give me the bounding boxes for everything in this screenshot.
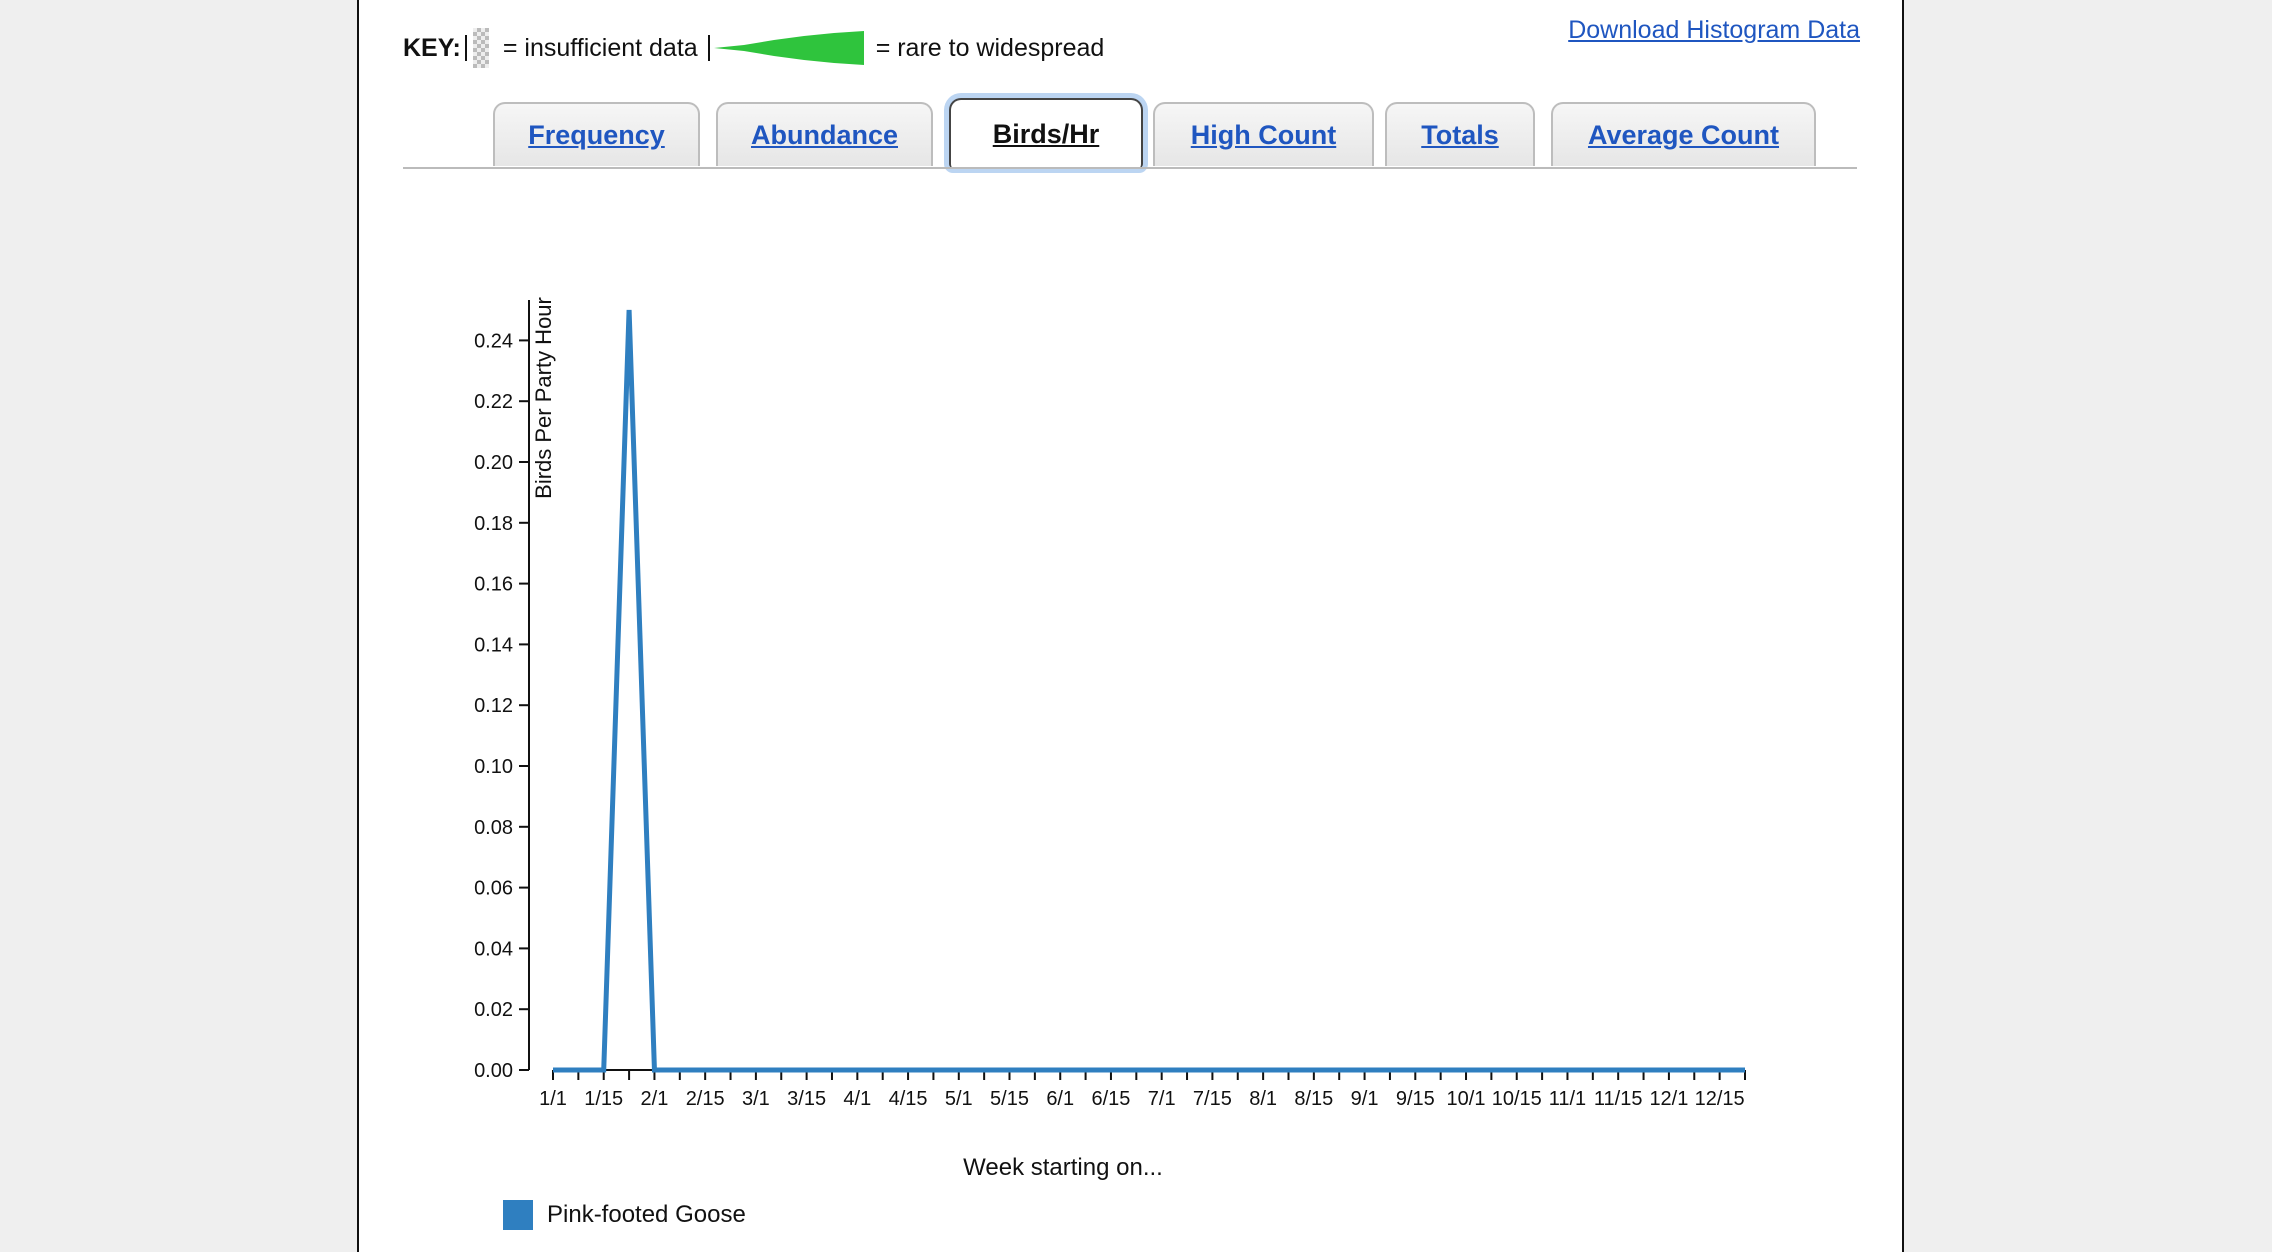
x-tick-label: 10/1 (1447, 1088, 1486, 1110)
x-tick-label: 7/15 (1193, 1088, 1232, 1110)
rare-to-widespread-swatch (713, 31, 864, 65)
y-tick-label: 0.04 (474, 938, 513, 960)
x-tick-label: 11/15 (1594, 1088, 1643, 1110)
tab-totals[interactable]: Totals (1385, 102, 1535, 166)
y-tick-label: 0.18 (474, 513, 513, 535)
x-tick-label: 2/1 (641, 1088, 669, 1110)
chart-legend: Pink-footed Goose (503, 1200, 746, 1230)
x-tick-label: 5/1 (945, 1088, 973, 1110)
series-layer (553, 309, 1745, 1073)
page-container: KEY: = insufficient data = rare to wides… (357, 0, 1904, 1252)
insufficient-data-text: = insufficient data (502, 33, 698, 62)
tab-abundance[interactable]: Abundance (716, 102, 933, 166)
x-tick-label: 2/15 (686, 1088, 725, 1110)
y-axis: 0.00 0.02 0.04 0.06 0.08 0.10 0.12 0.14 0.16 0.18… (474, 300, 530, 1082)
tab-birds-per-hour[interactable]: Birds/Hr (949, 98, 1143, 168)
x-tick-label: 7/1 (1148, 1088, 1176, 1110)
series-line-pink-footed-goose (553, 309, 1745, 1073)
x-tick-label: 3/15 (787, 1088, 826, 1110)
y-tick-label: 0.02 (474, 999, 513, 1021)
x-tick-label: 4/1 (843, 1088, 871, 1110)
legend-swatch (503, 1200, 533, 1230)
x-tick-label: 1/15 (584, 1088, 623, 1110)
birds-per-hour-chart: 0.00 0.02 0.04 0.06 0.08 0.10 0.12 0.14 0.16 0.18… (474, 297, 1746, 1181)
legend-label-pink-footed-goose: Pink-footed Goose (547, 1201, 746, 1228)
insufficient-data-swatch (472, 28, 489, 68)
download-histogram-data-link[interactable]: Download Histogram Data (1568, 16, 1860, 44)
histogram-key: KEY: = insufficient data = rare to wides… (403, 28, 1110, 68)
x-tick-label: 10/15 (1492, 1088, 1542, 1110)
tab-average-count[interactable]: Average Count (1551, 102, 1816, 166)
key-label: KEY: (403, 33, 461, 62)
y-tick-label: 0.12 (474, 695, 513, 717)
x-tick-label: 9/15 (1396, 1088, 1435, 1110)
y-tick-label: 0.16 (474, 574, 513, 596)
y-tick-label: 0.08 (474, 817, 513, 839)
x-tick-label: 12/15 (1695, 1088, 1745, 1110)
x-tick-label: 12/1 (1649, 1088, 1688, 1110)
y-tick-label: 0.24 (474, 330, 513, 352)
x-tick-label: 6/15 (1091, 1088, 1130, 1110)
y-tick-label: 0.20 (474, 452, 513, 474)
tab-high-count[interactable]: High Count (1153, 102, 1374, 166)
tabs-baseline (403, 167, 1857, 169)
rare-to-widespread-text: = rare to widespread (875, 33, 1105, 62)
y-tick-label: 0.00 (474, 1060, 513, 1082)
tab-frequency[interactable]: Frequency (493, 102, 700, 166)
x-tick-label: 9/1 (1351, 1088, 1379, 1110)
y-tick-label: 0.06 (474, 878, 513, 900)
x-tick-label: 4/15 (889, 1088, 928, 1110)
x-tick-label: 1/1 (539, 1088, 567, 1110)
x-tick-label: 11/1 (1549, 1088, 1586, 1110)
x-tick-label: 6/1 (1046, 1088, 1074, 1110)
key-separator (464, 35, 467, 61)
y-axis-label: Birds Per Party Hour (531, 297, 556, 499)
y-tick-label: 0.14 (474, 634, 513, 656)
x-axis-label: Week starting on... (963, 1154, 1163, 1181)
x-tick-label: 3/1 (742, 1088, 770, 1110)
x-tick-label: 8/15 (1294, 1088, 1333, 1110)
x-tick-label: 5/15 (990, 1088, 1029, 1110)
y-tick-label: 0.10 (474, 756, 513, 778)
key-separator (707, 35, 710, 61)
x-axis: 1/1 1/15 2/1 2/15 3/1 3/15 4/1 4/15 5/1 5/15 6/1 6/… (539, 1069, 1746, 1110)
y-tick-label: 0.22 (474, 391, 513, 413)
x-tick-label: 8/1 (1249, 1088, 1277, 1110)
